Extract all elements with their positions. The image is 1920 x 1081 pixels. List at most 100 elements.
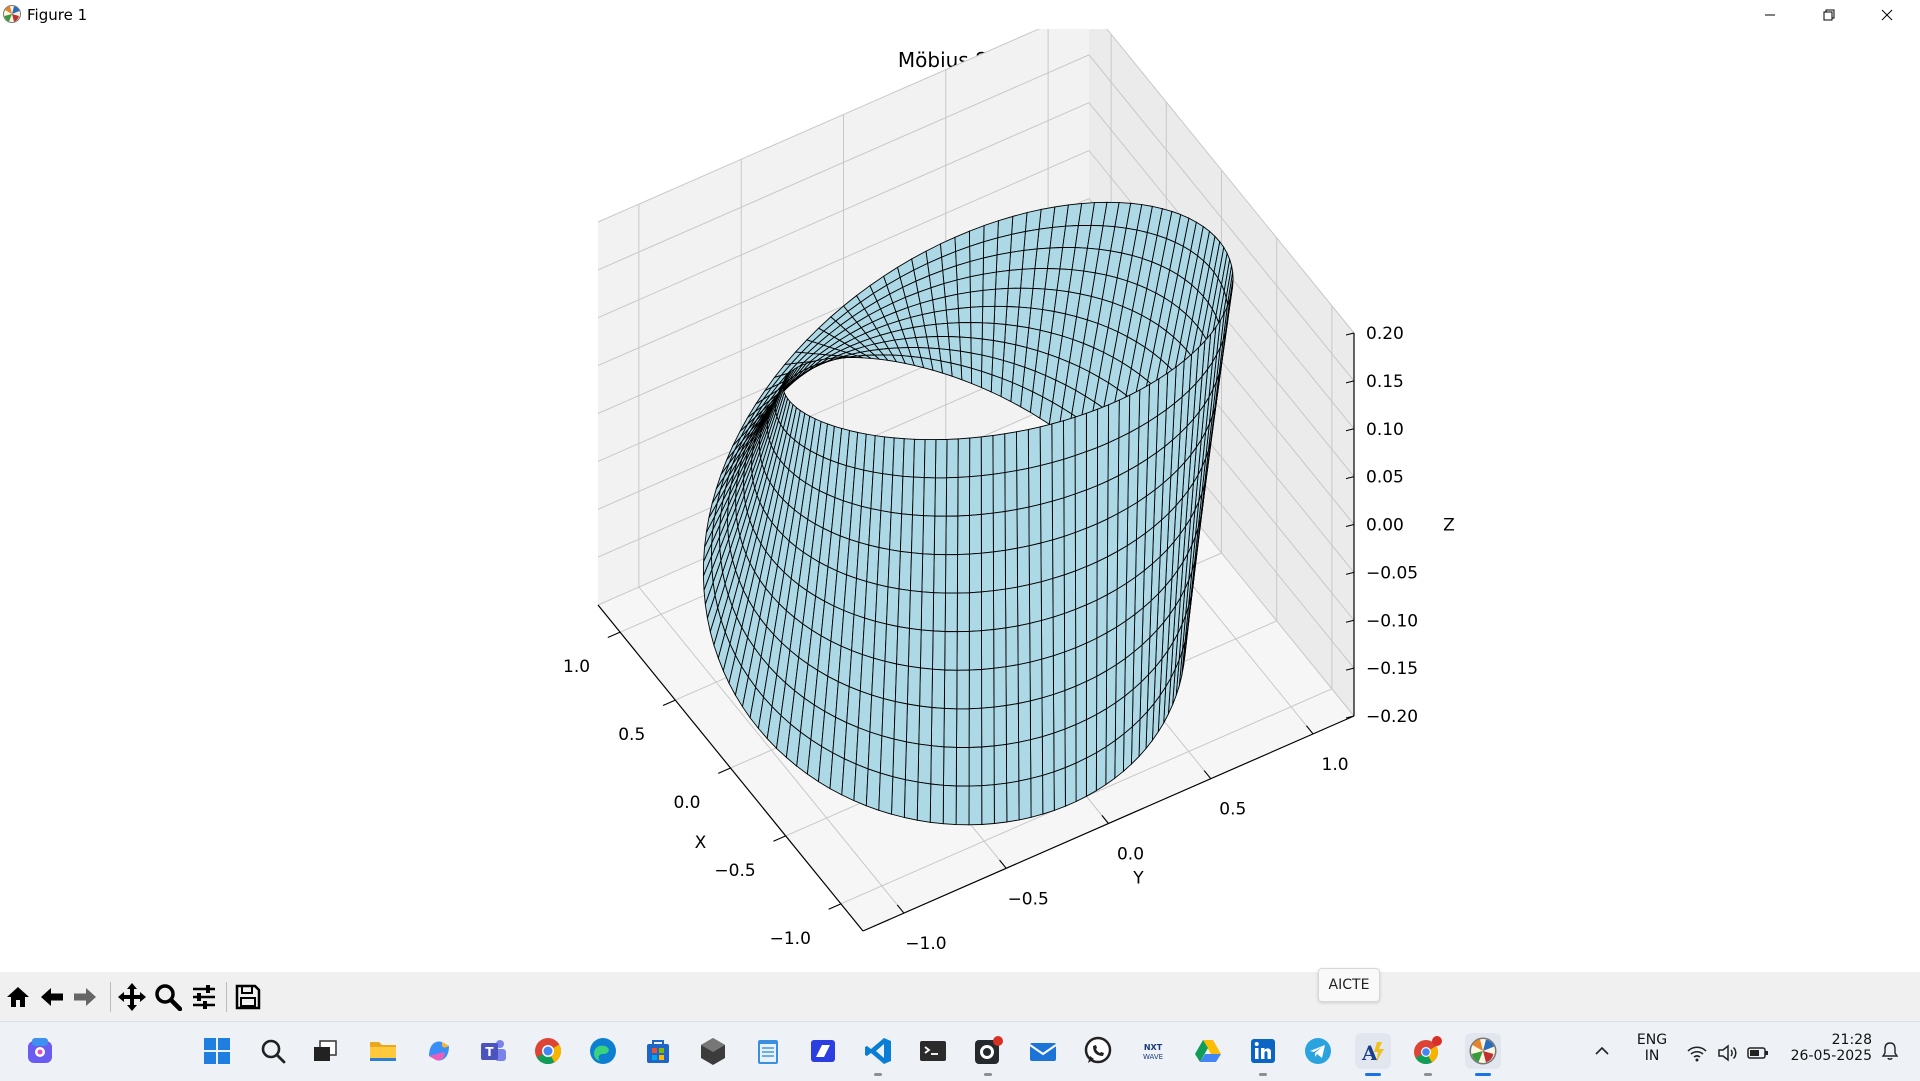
surface-patch: [945, 476, 959, 517]
surface-patch: [1004, 508, 1018, 551]
github-button[interactable]: [970, 1033, 1006, 1076]
surface-patch: [879, 735, 895, 778]
surface-patch: [992, 510, 1006, 553]
surface-patch: [1118, 394, 1131, 439]
store-button[interactable]: [640, 1033, 676, 1069]
google-drive-button[interactable]: [1190, 1033, 1226, 1069]
surface-patch: [1030, 774, 1044, 818]
surface-patch: [943, 669, 958, 710]
aicte-button[interactable]: A: [1355, 1033, 1391, 1076]
surface-patch: [956, 592, 970, 633]
surface-patch: [919, 667, 933, 709]
nxtwave-button[interactable]: NXT WAVE: [1135, 1033, 1171, 1069]
forward-button[interactable]: [68, 980, 102, 1014]
surface-patch: [1127, 426, 1140, 472]
surface-patch: [969, 257, 984, 278]
surface-patch: [1004, 547, 1018, 590]
show-hidden-icons-button[interactable]: [1584, 1033, 1620, 1069]
surface-patch: [1016, 545, 1030, 588]
surface-patch: [1052, 612, 1066, 657]
surface-patch: [1074, 527, 1087, 572]
vscode-button[interactable]: [860, 1033, 896, 1076]
pan-button[interactable]: [115, 980, 149, 1014]
surface-patch: [933, 309, 948, 325]
surface-patch: [906, 665, 921, 707]
chrome-button[interactable]: [530, 1033, 566, 1069]
surface-patch: [903, 779, 919, 821]
start-button[interactable]: [199, 1033, 235, 1069]
mobius-3d-plot[interactable]: Möbius Strip 1.00.50.0−0.5−1.01.00.50.0−…: [0, 29, 1920, 972]
terminal-button[interactable]: [915, 1033, 951, 1069]
linkedin-icon: [1251, 1039, 1275, 1063]
surface-patch: [932, 630, 946, 671]
surface-patch: [1021, 248, 1038, 270]
surface-patch: [993, 704, 1007, 747]
search-button[interactable]: [255, 1033, 291, 1069]
configure-subplots-icon: [193, 985, 215, 1009]
z-tick-mark: [1345, 715, 1355, 719]
surface-patch: [934, 438, 948, 479]
surface-patch: [1125, 576, 1137, 622]
linkedin-button[interactable]: [1245, 1033, 1281, 1076]
telegram-button[interactable]: [1300, 1033, 1336, 1069]
surface-patch: [981, 784, 995, 825]
matplotlib-button[interactable]: [1465, 1033, 1501, 1076]
surface-patch: [869, 694, 884, 737]
clock[interactable]: 21:28 26-05-2025: [1778, 1032, 1872, 1064]
teams-button[interactable]: T: [475, 1033, 511, 1069]
surface-patch: [1115, 657, 1126, 704]
y-tick-label: 1.0: [1322, 755, 1349, 775]
surface-patch: [1063, 570, 1077, 615]
surface-patch: [956, 553, 970, 594]
copilot-button[interactable]: [421, 1033, 457, 1069]
x-tick-label: 0.5: [618, 725, 645, 745]
minimize-icon: [1765, 14, 1775, 15]
close-button[interactable]: [1858, 0, 1916, 29]
surface-patch: [944, 293, 959, 311]
zoom-button[interactable]: [151, 980, 185, 1014]
home-button[interactable]: [1, 980, 35, 1014]
surface-patch: [968, 746, 983, 787]
surface-patch: [1085, 523, 1098, 568]
surface-patch: [1053, 767, 1066, 812]
unity-button[interactable]: [695, 1033, 731, 1069]
system-status-area[interactable]: [1686, 1042, 1772, 1064]
notifications-button[interactable]: [1872, 1033, 1908, 1069]
configure-subplots-button[interactable]: [187, 980, 221, 1014]
copilot-app-button[interactable]: [22, 1033, 58, 1069]
language-indicator[interactable]: ENG IN: [1625, 1032, 1679, 1064]
y-tick-mark: [896, 904, 905, 914]
surface-patch: [933, 553, 947, 594]
surface-patch: [892, 738, 907, 781]
figure-canvas[interactable]: Möbius Strip 1.0 0.5 0.0 −0.5 −1.0 1.0 0.5 0.0−…: [0, 29, 1920, 972]
whatsapp-button[interactable]: [1080, 1033, 1116, 1069]
edge-button[interactable]: [585, 1033, 621, 1069]
y-tick-mark: [999, 859, 1007, 869]
z-tick-label: −0.15: [1366, 659, 1418, 679]
task-view-icon: [314, 1040, 337, 1061]
notepad-button[interactable]: [750, 1033, 786, 1069]
back-button[interactable]: [35, 980, 69, 1014]
mail-button[interactable]: [1025, 1033, 1061, 1069]
surface-patch: [1042, 771, 1055, 815]
surface-patch: [921, 553, 935, 594]
chrome-profile-button[interactable]: [1410, 1033, 1446, 1076]
z-tick-label: 0.10: [1366, 420, 1404, 440]
region-label: IN: [1644, 1048, 1660, 1064]
restore-button[interactable]: [1800, 0, 1858, 29]
surface-patch: [923, 439, 937, 479]
surface-patch: [944, 631, 958, 671]
surface-patch: [1064, 762, 1077, 807]
surface-patch: [1028, 465, 1042, 508]
surface-patch: [1028, 581, 1042, 624]
task-view-button[interactable]: [307, 1033, 343, 1069]
file-explorer-button[interactable]: [365, 1033, 401, 1069]
minimize-button[interactable]: [1741, 0, 1799, 29]
matplotlib-icon: [1469, 1037, 1497, 1065]
axis-labels: 1.0 0.5 0.0 −0.5 −1.0 1.0 0.5 0.0 −0.5 −1.0 0.20 0.…: [563, 324, 1455, 954]
surface-patch: [1137, 420, 1149, 466]
surface-patch: [1005, 702, 1020, 745]
powerautomate-button[interactable]: [805, 1033, 841, 1069]
save-button[interactable]: [231, 980, 265, 1014]
surface-patch: [853, 763, 869, 807]
